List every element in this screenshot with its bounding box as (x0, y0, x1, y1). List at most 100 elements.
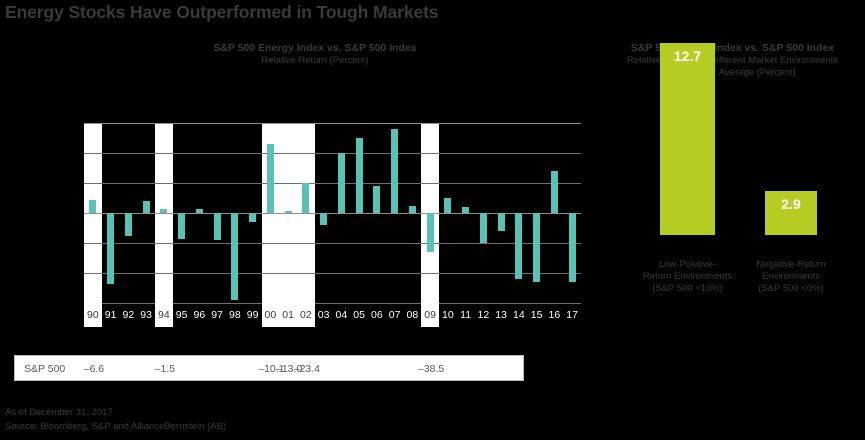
environment-category-label-2: Negative-Return Environments (S&P 500 <0%) (726, 259, 856, 295)
x-axis-label-16: 16 (548, 309, 561, 321)
page-title: Energy Stocks Have Outperformed in Tough… (5, 2, 439, 22)
right-chart-title-line2: Relative Returns in Different Market Env… (626, 55, 839, 66)
x-axis-label-94: 94 (158, 309, 170, 321)
environment-category-label-1: Low-Positive- Return Environments (S&P 500… (623, 259, 753, 295)
market-environment-bar-chart: 12.7 Low-Positive- Return Environments (S&P… (600, 42, 865, 340)
x-axis-label-13: 13 (495, 309, 507, 321)
bar-97 (213, 213, 221, 240)
x-axis-label-01: 01 (282, 309, 294, 321)
environment-category-label-2-line3: (S&P 500 <0%) (758, 283, 824, 294)
down-market-highlight-band-axis (84, 303, 102, 327)
x-axis-label-95: 95 (175, 309, 188, 321)
x-axis-label-11: 11 (460, 309, 472, 321)
sp500-strip-value: –38.5 (417, 363, 445, 375)
left-chart-title-line1: S&P 500 Energy Index vs. S&P 500 Index (213, 42, 417, 54)
x-axis-label-00: 00 (264, 309, 277, 321)
down-market-highlight-band-axis (261, 303, 315, 327)
gridline (84, 273, 581, 274)
environment-category-label-2-line2: Environments (761, 271, 821, 282)
environment-bar-value-2: 2.9 (781, 196, 801, 213)
bar-08 (408, 205, 416, 213)
x-axis-label-96: 96 (193, 309, 206, 321)
sp500-strip-value: –1.5 (154, 363, 176, 375)
bar-03 (320, 213, 328, 225)
relative-return-bar-chart: 90 91 92 93 94 95 96 97 98 99 00 01 02 03 04 05 06 07 08 09… (0, 100, 595, 340)
down-market-highlight-band-axis (421, 303, 439, 327)
bar-10 (444, 198, 452, 213)
bar-00 (266, 144, 274, 213)
bar-91 (107, 213, 115, 284)
bar-09 (426, 213, 434, 252)
sp500-strip-value: –13.0 (275, 363, 303, 375)
bar-05 (355, 138, 363, 213)
gridline (84, 303, 581, 304)
bar-93 (142, 201, 150, 213)
x-axis-label-91: 91 (104, 309, 117, 321)
right-chart-title-line3: 1990–2017 Average (Percent) (669, 67, 796, 78)
bar-02 (302, 183, 310, 213)
environment-category-label-2-line1: Negative-Return (756, 259, 826, 270)
x-axis-year-labels: 90 91 92 93 94 95 96 97 98 99 00 01 02 03 04 05 06 07 08 09… (84, 303, 581, 327)
bar-16 (550, 171, 558, 213)
right-chart-title-line1: S&P 500 Energy Index vs. S&P 500 Index (630, 42, 835, 54)
bar-99 (249, 213, 257, 222)
x-axis-label-05: 05 (353, 309, 365, 321)
bar-92 (124, 213, 132, 236)
x-axis-label-17: 17 (566, 309, 578, 321)
environment-bar-1: 12.7 (660, 42, 715, 235)
bar-06 (373, 186, 381, 213)
bar-07 (391, 129, 399, 213)
environment-category-label-1-line3: (S&P 500 <10%) (652, 283, 723, 294)
right-chart-title: S&P 500 Energy Index vs. S&P 500 Index R… (600, 42, 865, 79)
x-axis-label-90: 90 (87, 309, 99, 321)
x-axis-label-06: 06 (371, 309, 383, 321)
left-chart-title: S&P 500 Energy Index vs. S&P 500 Index R… (40, 42, 590, 67)
bar-13 (497, 213, 505, 231)
bar-17 (568, 213, 576, 282)
gridline (84, 153, 581, 154)
environment-category-label-1-line2: Return Environments (642, 271, 733, 282)
bar-04 (337, 153, 345, 213)
x-axis-label-08: 08 (406, 309, 419, 321)
bar-95 (178, 213, 186, 239)
sp500-strip-value: –10.1 (258, 363, 285, 375)
bar-11 (462, 207, 470, 213)
environment-bar-value-1: 12.7 (673, 47, 702, 64)
sp500-strip-label: S&P 500 (24, 363, 66, 375)
x-axis-label-09: 09 (424, 309, 436, 321)
plot-area (84, 123, 581, 304)
down-market-highlight-band-axis (155, 303, 173, 327)
environment-bar-2: 2.9 (765, 191, 817, 235)
x-axis-label-14: 14 (513, 309, 525, 321)
x-axis-label-98: 98 (229, 309, 241, 321)
bar-14 (515, 213, 523, 279)
bar-15 (533, 213, 541, 282)
bar-96 (195, 208, 203, 213)
sp500-strip-value: –6.6 (83, 363, 105, 375)
gridline (84, 213, 581, 214)
x-axis-label-92: 92 (122, 309, 135, 321)
x-axis-label-02: 02 (300, 309, 312, 321)
x-axis-label-07: 07 (388, 309, 401, 321)
x-axis-label-04: 04 (335, 309, 348, 321)
bar-90 (89, 199, 97, 213)
bar-12 (479, 213, 487, 243)
gridline (84, 183, 581, 184)
x-axis-label-12: 12 (477, 309, 490, 321)
x-axis-label-97: 97 (211, 309, 223, 321)
x-axis-label-99: 99 (246, 309, 259, 321)
sp500-return-strip: S&P 500 –6.6 –1.5 –10.1 –13.0 –23.4 –38.5 (14, 355, 524, 381)
gridline (84, 123, 581, 124)
gridline (84, 243, 581, 244)
bar-94 (160, 208, 168, 213)
as-of-note: As of December 31, 2017 (5, 407, 113, 418)
source-note: Source: Bloomberg, S&P and AllianceBerns… (5, 421, 227, 432)
bar-01 (284, 210, 292, 213)
sp500-strip-value: –23.4 (293, 363, 321, 375)
environment-category-label-1-line1: Low-Positive- (658, 259, 717, 270)
x-axis-label-15: 15 (530, 309, 543, 321)
left-chart-title-line2: Relative Return (Percent) (261, 55, 369, 66)
x-axis-label-93: 93 (140, 309, 152, 321)
x-axis-label-03: 03 (317, 309, 330, 321)
